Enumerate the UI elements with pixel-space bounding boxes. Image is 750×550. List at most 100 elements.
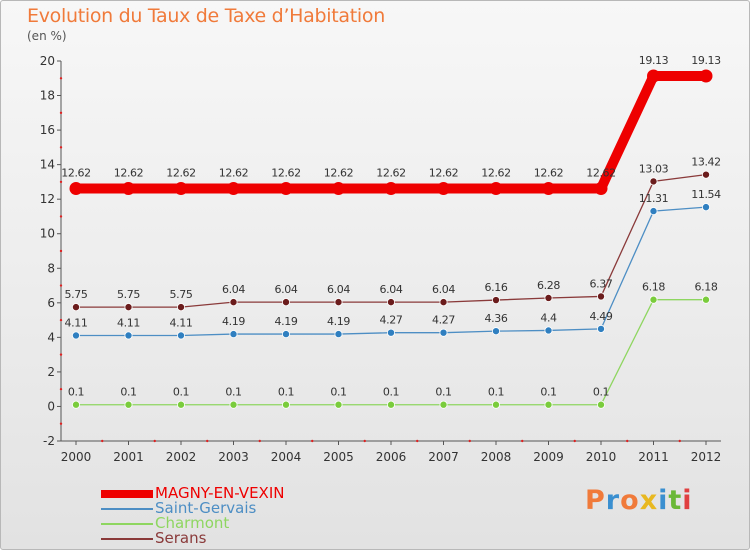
data-point-charmont (176, 400, 185, 409)
data-label-saint-gervais: 4.11 (65, 316, 88, 329)
logo-letter: o (620, 485, 640, 516)
x-tick-label: 2004 (271, 450, 302, 464)
data-point-magny-en-vexin (122, 181, 135, 195)
data-label-magny-en-vexin: 12.62 (219, 166, 249, 179)
logo-letter: x (639, 485, 659, 516)
y-tick-label: 18 (40, 89, 55, 103)
data-point-serans (439, 298, 448, 307)
data-point-charmont (124, 400, 133, 409)
legend-swatch-saint-gervais (101, 508, 153, 510)
data-label-serans: 13.03 (639, 162, 669, 175)
data-point-saint-gervais (439, 328, 448, 337)
data-label-charmont: 0.1 (120, 386, 136, 399)
y-minor-tick (59, 146, 63, 149)
y-minor-tick (59, 249, 63, 253)
data-label-charmont: 0.1 (435, 386, 451, 399)
data-point-magny-en-vexin (69, 181, 83, 195)
data-label-serans: 6.04 (222, 283, 245, 296)
x-minor-tick (416, 439, 419, 443)
data-label-charmont: 0.1 (383, 386, 399, 399)
y-minor-tick (59, 284, 63, 287)
data-label-saint-gervais: 4.27 (432, 314, 455, 327)
y-minor-tick (59, 422, 63, 425)
x-minor-tick (311, 439, 314, 443)
x-minor-tick (101, 439, 104, 443)
x-minor-tick (206, 439, 209, 443)
data-point-saint-gervais (72, 331, 81, 340)
x-tick-label: 2012 (691, 450, 722, 464)
data-label-charmont: 0.1 (540, 386, 556, 399)
data-label-saint-gervais: 4.36 (485, 312, 508, 325)
data-label-magny-en-vexin: 12.62 (376, 166, 406, 179)
y-minor-tick (59, 180, 63, 184)
data-point-saint-gervais (544, 326, 553, 335)
y-minor-tick (59, 215, 63, 218)
data-label-saint-gervais: 4.49 (590, 310, 613, 323)
data-point-magny-en-vexin (227, 181, 240, 195)
x-tick-label: 2003 (218, 450, 249, 464)
data-label-serans: 6.04 (380, 283, 403, 296)
x-minor-tick (573, 439, 576, 443)
y-tick-label: 6 (47, 296, 55, 310)
data-point-charmont (334, 400, 343, 409)
data-point-saint-gervais (281, 330, 290, 339)
data-label-saint-gervais: 4.11 (117, 316, 140, 329)
data-label-saint-gervais: 4.4 (540, 311, 557, 324)
y-tick-label: 8 (47, 261, 55, 275)
data-point-charmont (386, 400, 395, 409)
data-label-magny-en-vexin: 12.62 (481, 166, 511, 179)
x-tick-label: 2000 (61, 450, 92, 464)
data-label-charmont: 0.1 (225, 386, 241, 399)
data-point-serans (386, 298, 395, 307)
x-tick-label: 2002 (166, 450, 197, 464)
data-point-saint-gervais (702, 203, 711, 212)
logo-letter: r (605, 485, 621, 516)
data-point-serans (649, 177, 658, 186)
legend-label-charmont: Charmont (155, 514, 230, 532)
x-tick-label: 2009 (533, 450, 564, 464)
data-label-saint-gervais: 11.31 (639, 192, 669, 205)
x-minor-tick (468, 439, 471, 443)
y-tick-label: 20 (40, 54, 55, 68)
data-label-charmont: 0.1 (68, 386, 84, 399)
data-label-magny-en-vexin: 12.62 (166, 166, 196, 179)
data-label-saint-gervais: 4.27 (380, 314, 403, 327)
x-minor-tick (521, 439, 524, 443)
data-label-saint-gervais: 4.19 (327, 315, 350, 328)
y-tick-label: -2 (43, 434, 55, 448)
data-point-serans (124, 303, 133, 312)
proxiti-logo: Proxiti (585, 485, 693, 516)
y-tick-label: 2 (47, 365, 55, 379)
data-label-magny-en-vexin: 12.62 (534, 166, 564, 179)
data-point-serans (597, 292, 606, 301)
data-point-serans (176, 303, 185, 312)
data-label-serans: 6.04 (432, 283, 455, 296)
x-minor-tick (153, 439, 156, 443)
data-label-saint-gervais: 4.19 (275, 315, 298, 328)
data-point-charmont (229, 400, 238, 409)
data-label-magny-en-vexin: 12.62 (114, 166, 144, 179)
data-point-charmont (597, 400, 606, 409)
data-point-magny-en-vexin (489, 181, 503, 195)
legend-swatch-serans (101, 538, 153, 540)
logo-letter: t (668, 485, 683, 516)
data-point-magny-en-vexin (542, 181, 555, 195)
data-point-saint-gervais (649, 207, 658, 216)
data-label-charmont: 0.1 (278, 386, 294, 399)
y-minor-tick (59, 353, 63, 356)
data-label-serans: 5.75 (170, 288, 193, 301)
y-minor-tick (59, 77, 63, 80)
x-tick-label: 2006 (376, 450, 407, 464)
data-label-magny-en-vexin: 12.62 (324, 166, 354, 179)
data-point-charmont (491, 400, 500, 409)
y-tick-label: 10 (40, 227, 55, 241)
data-point-saint-gervais (124, 331, 133, 340)
data-point-magny-en-vexin (699, 69, 713, 83)
data-point-saint-gervais (491, 327, 500, 336)
data-point-magny-en-vexin (647, 69, 660, 83)
data-label-serans: 5.75 (65, 288, 88, 301)
x-minor-tick (363, 439, 366, 443)
logo-letter: P (585, 485, 606, 516)
legend-label-serans: Serans (155, 529, 207, 547)
